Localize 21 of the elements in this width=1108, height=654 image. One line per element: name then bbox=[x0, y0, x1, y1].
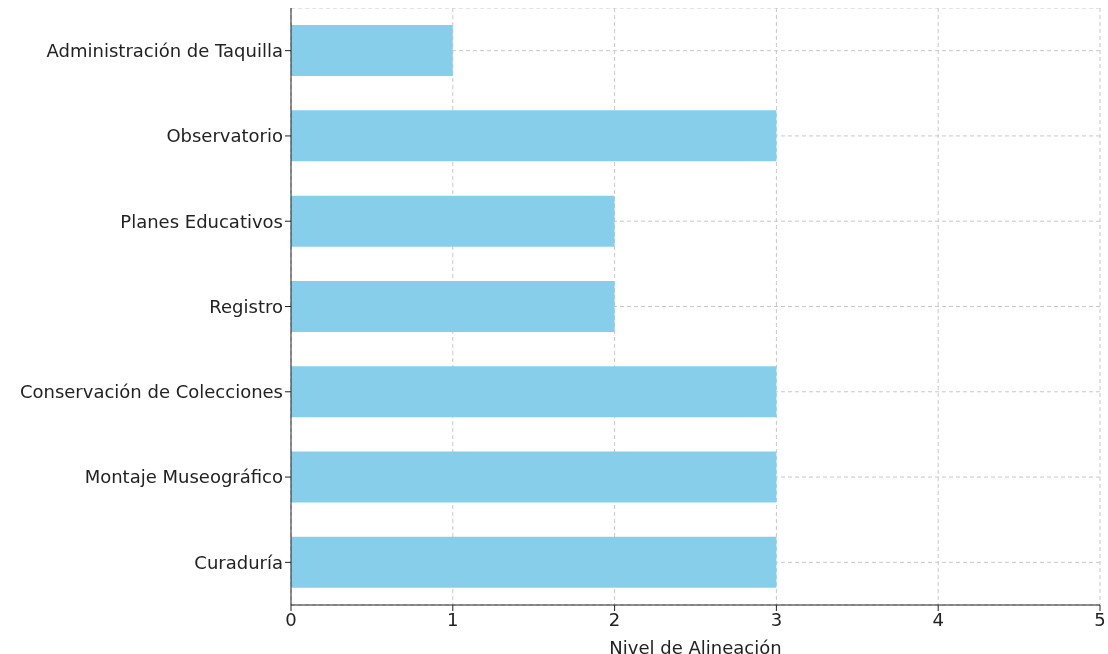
x-tick-label: 0 bbox=[285, 608, 297, 630]
y-tick-label: Montaje Museográfico bbox=[84, 466, 283, 488]
y-tick-label: Curaduría bbox=[194, 551, 283, 573]
x-axis-title: Nivel de Alineación bbox=[609, 637, 782, 654]
bar bbox=[291, 195, 615, 247]
y-tick-label: Conservación de Colecciones bbox=[19, 381, 283, 403]
x-tick-label: 1 bbox=[447, 608, 459, 630]
bar bbox=[291, 451, 777, 503]
y-tick-label: Observatorio bbox=[166, 125, 283, 147]
bar bbox=[291, 280, 615, 332]
bar bbox=[291, 366, 777, 418]
x-tick-label: 2 bbox=[608, 608, 621, 630]
x-tick-label: 5 bbox=[1094, 608, 1106, 630]
y-tick-label: Registro bbox=[209, 295, 283, 317]
bar bbox=[291, 110, 777, 162]
bar bbox=[291, 536, 777, 588]
bar bbox=[291, 25, 453, 77]
x-tick-label: 4 bbox=[932, 608, 944, 630]
y-tick-label: Administración de Taquilla bbox=[46, 40, 283, 62]
y-tick-label: Planes Educativos bbox=[120, 210, 283, 232]
x-tick-label: 3 bbox=[770, 608, 783, 630]
